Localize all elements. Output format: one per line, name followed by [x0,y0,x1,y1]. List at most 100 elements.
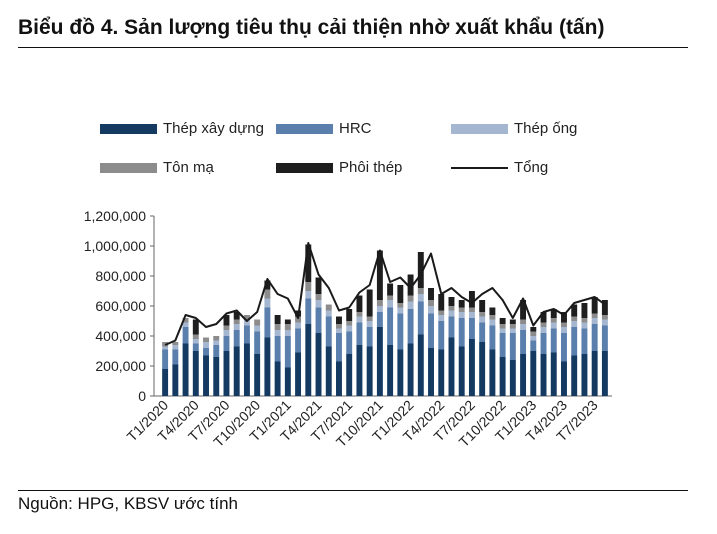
bar-segment-5 [540,312,547,323]
bar-segment-1 [172,364,179,396]
bar-segment-5 [356,295,363,312]
bar-segment-3 [530,336,537,341]
bar-segment-5 [233,312,240,320]
bar-segment-5 [468,291,475,308]
bar-segment-4 [458,307,465,312]
bar-segment-1 [192,351,199,396]
bar-segment-3 [182,322,189,327]
bar-segment-4 [601,315,608,320]
bar-segment-3 [284,330,291,336]
bar-segment-2 [407,309,414,344]
bar-segment-5 [458,300,465,308]
bar-segment-1 [530,351,537,396]
bar-segment-4 [428,300,434,306]
legend-label: Tôn mạ [163,159,214,176]
bar-segment-1 [499,357,506,396]
bar-segment-4 [315,294,322,300]
bar-segment-3 [366,321,373,327]
y-tick-label: 400,000 [95,328,146,344]
bar-segment-2 [182,327,189,344]
bar-segment-4 [356,312,363,317]
bar-segment-1 [458,346,465,396]
bar-segment-3 [428,306,434,314]
bar-segment-2 [203,348,209,356]
bar-segment-5 [479,300,486,312]
bar-segment-4 [550,318,557,323]
bar-segment-4 [274,324,281,330]
bar-segment-1 [581,354,588,396]
bar-segment-2 [468,318,475,339]
bar-segment-1 [284,367,291,396]
bar-segment-5 [407,274,414,296]
bar-segment-4 [264,289,271,299]
bar-segment-3 [438,315,445,321]
bar-segment-2 [550,328,557,353]
y-tick-label: 1,000,000 [84,238,146,254]
y-tick-label: 200,000 [95,358,146,374]
legend-swatch [100,123,157,134]
legend-label: Tổng [514,159,549,176]
bar-segment-3 [448,310,455,317]
bar-segment-5 [366,289,373,317]
bar-segment-3 [571,321,578,327]
bar-segment-2 [243,325,250,344]
bar-segment-2 [223,336,230,351]
legend-label: Phôi thép [339,159,403,176]
legend-item-thep-xay-dung: Thép xây dựng [100,120,264,137]
bar-segment-4 [325,304,332,311]
bar-segment-2 [284,336,291,368]
bar-segment-1 [366,346,373,396]
bar-segment-5 [417,252,424,288]
bar-segment-5 [530,327,537,332]
bar-segment-1 [571,355,578,396]
bar-segment-1 [591,351,598,396]
bar-segment-2 [172,349,179,365]
bar-segment-3 [325,310,332,317]
bar-segment-3 [407,301,414,309]
legend-swatch [451,123,508,134]
chart-legend: Thép xây dựng HRC Thép ống Tôn mạ Phôi t… [0,0,717,200]
bar-segment-2 [274,336,281,362]
bar-segment-1 [162,369,169,396]
bar-segment-4 [336,324,342,329]
bar-segment-2 [397,313,404,350]
bar-segment-5 [489,307,496,315]
bar-segment-3 [387,300,394,308]
bar-segment-3 [509,328,516,333]
bar-segment-4 [479,312,486,317]
bar-segment-1 [274,361,281,396]
bar-segment-4 [407,295,414,302]
bar-segment-4 [284,324,291,330]
bar-segment-1 [264,337,271,396]
bar-segment-4 [295,316,302,323]
bar-segment-1 [561,361,567,396]
bar-segment-1 [601,351,608,396]
bar-segment-4 [233,319,240,324]
bar-segment-5 [387,283,394,296]
bar-segment-5 [223,315,230,326]
bar-segment-5 [499,318,506,324]
bar-segment-1 [550,352,557,396]
bar-segment-2 [540,333,547,354]
bar-segment-1 [468,339,475,396]
bar-segment-5 [274,315,281,324]
bar-segment-4 [489,315,496,320]
bar-segment-4 [448,306,455,311]
bar-segment-3 [550,322,557,329]
bar-segment-1 [182,343,189,396]
bar-segment-5 [397,285,404,303]
bar-segment-2 [520,330,527,354]
bar-segment-1 [243,343,250,396]
bar-segment-2 [438,321,445,350]
bar-segment-2 [417,301,424,335]
bar-segment-4 [387,295,394,300]
bar-segment-4 [192,334,199,339]
bar-segment-1 [479,342,486,396]
bar-segment-1 [417,334,424,396]
bar-segment-5 [284,319,291,324]
bar-segment-2 [305,298,312,324]
bar-segment-1 [376,327,383,396]
bar-segment-1 [305,324,312,396]
bar-segment-4 [417,288,424,294]
bar-segment-1 [223,351,230,396]
